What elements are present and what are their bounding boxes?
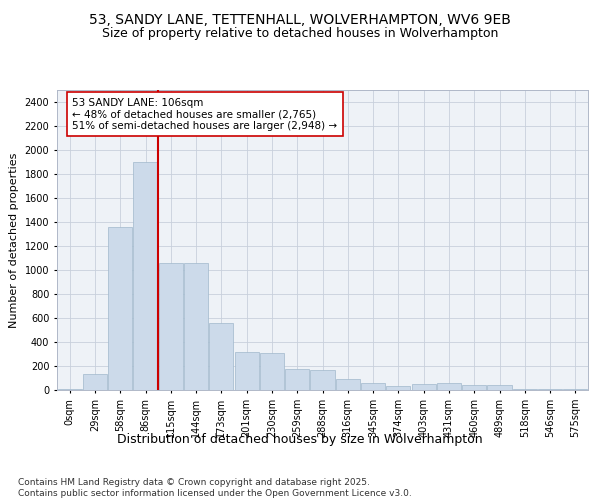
Bar — [563, 389, 587, 390]
Text: Size of property relative to detached houses in Wolverhampton: Size of property relative to detached ho… — [102, 28, 498, 40]
Text: 53 SANDY LANE: 106sqm
← 48% of detached houses are smaller (2,765)
51% of semi-d: 53 SANDY LANE: 106sqm ← 48% of detached … — [72, 98, 337, 130]
Y-axis label: Number of detached properties: Number of detached properties — [9, 152, 19, 328]
Bar — [184, 263, 208, 390]
Bar — [437, 384, 461, 390]
Bar — [235, 352, 259, 390]
Bar — [386, 386, 410, 390]
Bar — [159, 263, 183, 390]
Text: Distribution of detached houses by size in Wolverhampton: Distribution of detached houses by size … — [117, 432, 483, 446]
Bar — [133, 162, 158, 390]
Text: 53, SANDY LANE, TETTENHALL, WOLVERHAMPTON, WV6 9EB: 53, SANDY LANE, TETTENHALL, WOLVERHAMPTO… — [89, 12, 511, 26]
Bar — [412, 384, 436, 390]
Bar — [336, 379, 360, 390]
Bar — [513, 389, 537, 390]
Bar — [260, 353, 284, 390]
Bar — [108, 227, 132, 390]
Bar — [209, 323, 233, 390]
Bar — [462, 385, 486, 390]
Bar — [487, 385, 512, 390]
Bar — [361, 384, 385, 390]
Bar — [83, 374, 107, 390]
Text: Contains HM Land Registry data © Crown copyright and database right 2025.
Contai: Contains HM Land Registry data © Crown c… — [18, 478, 412, 498]
Bar — [310, 370, 335, 390]
Bar — [285, 369, 309, 390]
